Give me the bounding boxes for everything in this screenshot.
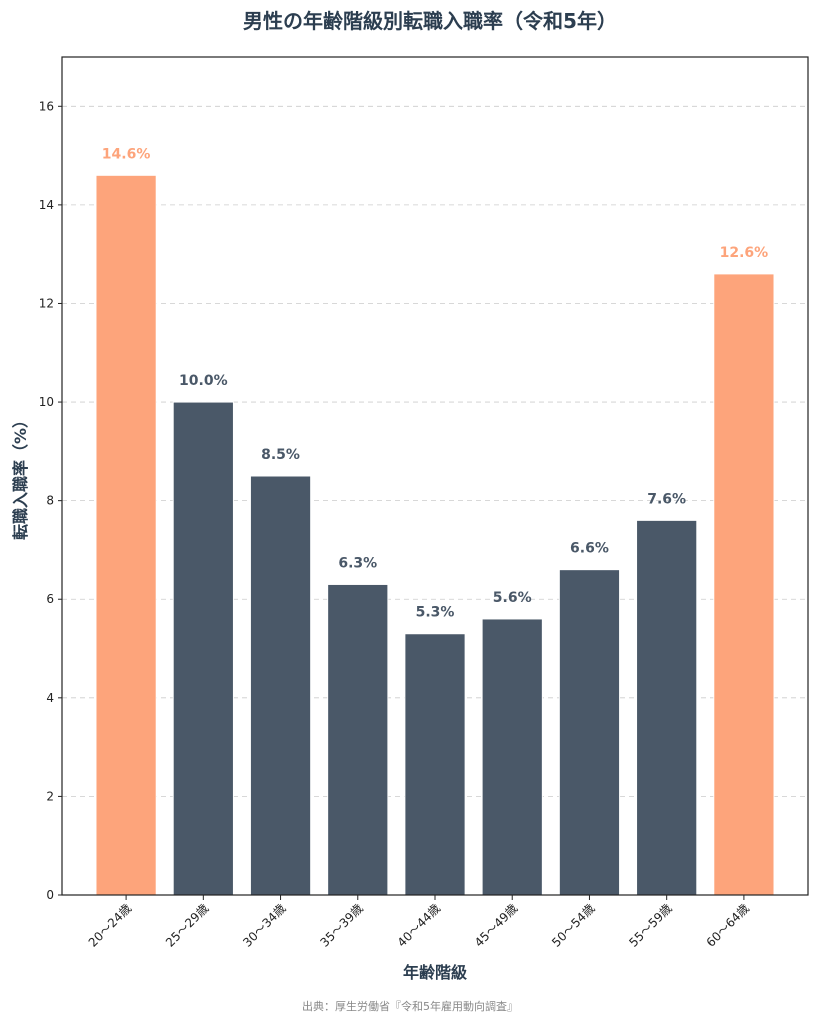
data-label: 5.6% [493,590,532,606]
y-tick-label: 2 [46,789,54,803]
bar-40～44歳 [404,633,466,896]
x-tick-label: 55～59歳 [626,901,674,949]
data-label: 6.3% [338,555,377,571]
data-label: 7.6% [647,491,686,507]
data-label: 10.0% [179,373,228,389]
data-label: 5.3% [416,605,455,621]
y-tick-label: 4 [46,691,54,705]
y-tick-label: 16 [39,99,54,113]
x-tick-label: 35～39歳 [317,901,365,949]
source-note: 出典：厚生労働省『令和5年雇用動向調査』 [302,999,518,1013]
x-tick-label: 50～54歳 [549,901,597,949]
y-tick-label: 6 [46,592,54,606]
bars [95,174,775,896]
bar-25～29歳 [172,401,234,896]
x-tick-label: 40～44歳 [395,901,443,949]
chart-title: 男性の年齢階級別転職入職率（令和5年） [243,9,617,33]
y-tick-label: 14 [39,198,54,212]
x-axis-label: 年齢階級 [403,963,467,982]
y-tick-label: 12 [39,296,54,310]
data-label: 6.6% [570,541,609,557]
x-tick-label: 20～24歳 [86,901,134,949]
bar-55～59歳 [636,519,698,896]
bar-45～49歳 [481,618,543,896]
x-tick-label: 30～34歳 [240,901,288,949]
y-tick-label: 10 [39,395,54,409]
bar-30～34歳 [249,475,312,896]
x-tick-label: 60～64歳 [704,901,752,949]
data-labels: 14.6% 10.0% 8.5% 6.3% 5.3% 5.6% 6.6% 7.6% 12.6% [102,146,768,620]
y-tick-label: 0 [46,888,54,902]
data-label: 14.6% [102,146,151,162]
bar-20～24歳 [95,174,157,896]
data-label: 12.6% [720,245,769,261]
x-tick-label: 45～49歳 [472,901,520,949]
bar-60～64歳 [713,273,775,896]
x-tick-label: 25～29歳 [163,901,211,949]
bar-35～39歳 [327,583,389,896]
data-label: 8.5% [261,447,300,463]
x-axis-ticks: 20～24歳 25～29歳 30～34歳 35～39歳 40～44歳 45～49歳 50～5… [86,895,752,950]
y-axis-ticks: 0 2 4 6 8 10 12 14 16 [39,99,62,902]
y-axis-label: 転職入職率（%） [11,412,30,540]
bar-50～54歳 [558,569,621,896]
y-tick-label: 8 [46,494,54,508]
